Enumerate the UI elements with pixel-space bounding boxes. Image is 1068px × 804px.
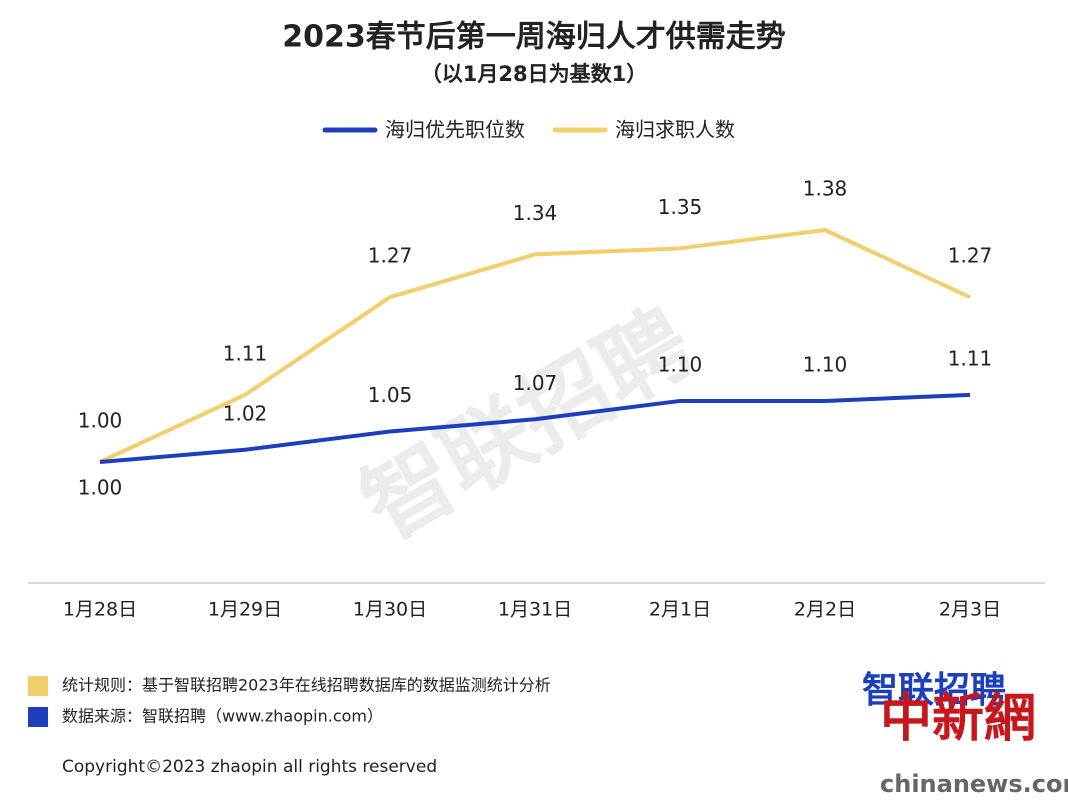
chart-title: 2023春节后第一周海归人才供需走势 — [282, 20, 786, 55]
data-label: 1.00 — [78, 476, 123, 500]
series-line — [99, 392, 971, 464]
legend-label: 海归优先职位数 — [385, 118, 525, 142]
note-text: 统计规则：基于智联招聘2023年在线招聘数据库的数据监测统计分析 — [62, 676, 551, 695]
note-swatch — [28, 707, 48, 727]
x-tick-label: 2月1日 — [649, 599, 711, 621]
data-label: 1.11 — [948, 346, 993, 370]
data-label: 1.27 — [948, 244, 993, 268]
data-label: 1.34 — [513, 201, 558, 225]
x-tick-label: 1月30日 — [353, 599, 427, 621]
data-label: 1.02 — [223, 401, 268, 425]
x-tick-label: 1月28日 — [63, 599, 137, 621]
copyright: Copyright©2023 zhaopin all rights reserv… — [62, 757, 437, 777]
series-line — [99, 228, 971, 464]
data-label: 1.11 — [223, 341, 268, 365]
press-site: chinanews.com — [880, 770, 1068, 798]
press-mark: 中新網 — [880, 689, 1036, 749]
x-tick-label: 2月3日 — [939, 599, 1001, 621]
watermark: 智联招聘 — [345, 290, 709, 561]
chart-subtitle: （以1月28日为基数1） — [421, 62, 647, 86]
x-tick-label: 2月2日 — [794, 599, 856, 621]
data-label: 1.35 — [658, 195, 703, 219]
data-label: 1.38 — [803, 177, 848, 201]
note-swatch — [28, 676, 48, 696]
note-text: 数据来源：智联招聘（www.zhaopin.com） — [62, 707, 383, 726]
x-tick-label: 1月29日 — [208, 599, 282, 621]
data-label: 1.05 — [368, 383, 413, 407]
legend-label: 海归求职人数 — [615, 118, 735, 142]
data-label: 1.07 — [513, 371, 558, 395]
data-label: 1.00 — [78, 409, 123, 433]
x-tick-label: 1月31日 — [498, 599, 572, 621]
data-label: 1.10 — [658, 352, 703, 376]
data-label: 1.27 — [368, 244, 413, 268]
logo: 智联招聘 — [862, 670, 1006, 711]
data-label: 1.10 — [803, 352, 848, 376]
